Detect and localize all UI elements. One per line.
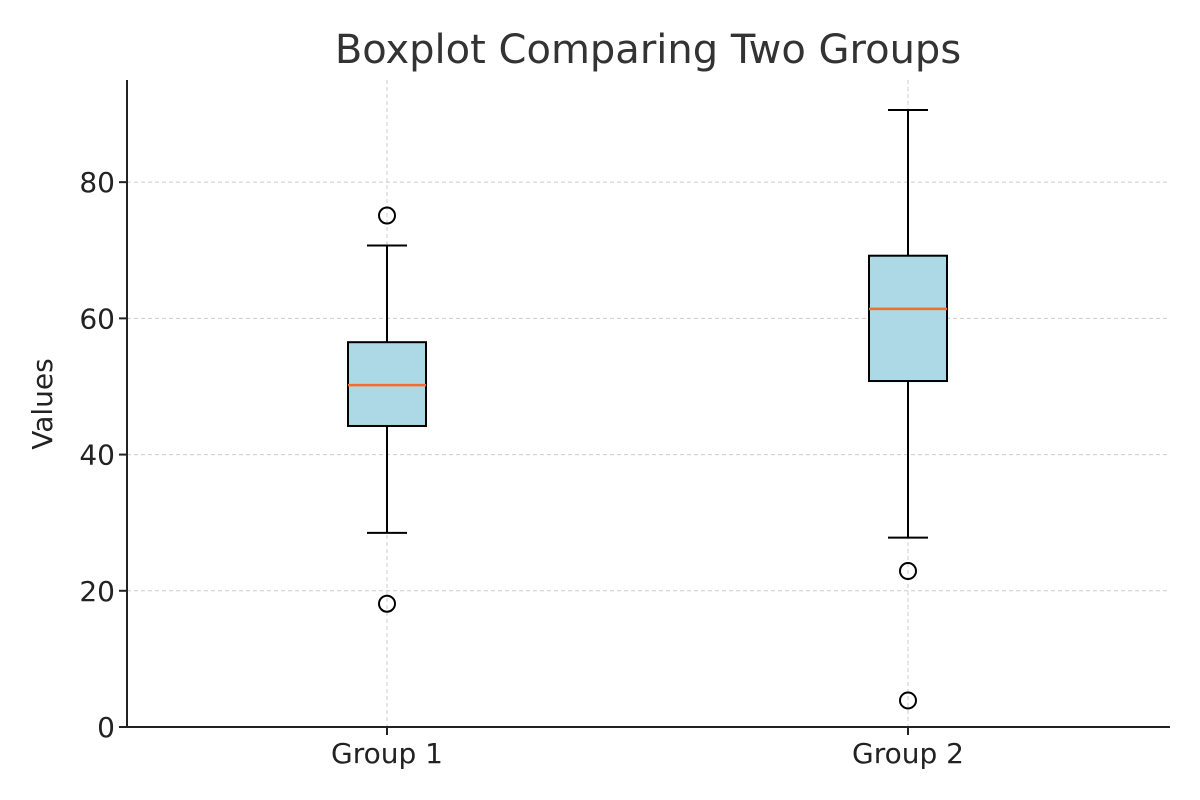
box-group: [868, 108, 948, 710]
y-ticks: 0 20 40 60 80: [79, 166, 127, 744]
axes: [126, 80, 1170, 728]
y-tick-label: 60: [79, 302, 115, 335]
grid-lines: [127, 80, 1170, 728]
x-ticks: Group 1 Group 2: [331, 727, 964, 770]
outlier-point: [899, 562, 917, 581]
x-tick-label: Group 2: [852, 737, 964, 770]
x-tick-label: Group 1: [331, 737, 443, 770]
y-tick-label: 20: [79, 575, 115, 608]
box-group: [347, 206, 427, 613]
iqr-box: [868, 254, 948, 383]
boxes: [347, 108, 948, 710]
y-tick-label: 80: [79, 166, 115, 199]
chart-title: Boxplot Comparing Two Groups: [335, 27, 961, 73]
outlier-point: [378, 594, 396, 613]
outlier-point: [378, 206, 396, 225]
outlier-point: [899, 691, 917, 710]
y-tick-label: 0: [97, 711, 115, 744]
y-tick-label: 40: [79, 439, 115, 472]
y-axis-label: Values: [26, 358, 59, 449]
